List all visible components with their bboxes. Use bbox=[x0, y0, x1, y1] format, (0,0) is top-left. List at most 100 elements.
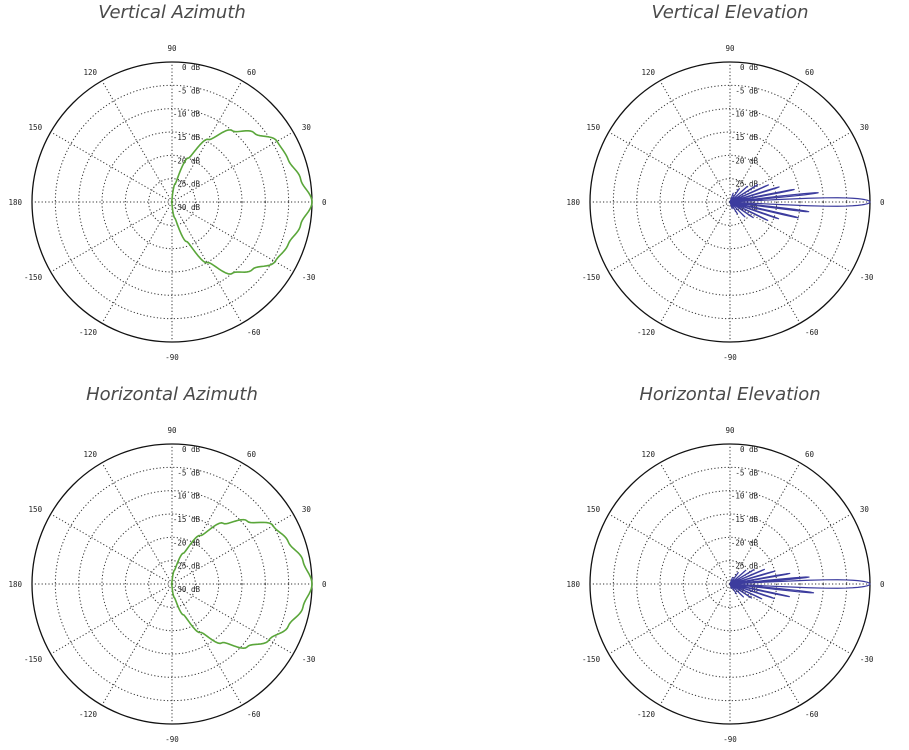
angle-label: -120 bbox=[79, 328, 98, 337]
polar-plot: 90 60 30 0 -30 -60 -90 -120 -150 180 150 120 0 dB -5 … bbox=[8, 426, 327, 744]
angle-label: 0 bbox=[322, 198, 327, 207]
angle-label: 90 bbox=[725, 426, 735, 435]
angle-label: -30 bbox=[860, 273, 874, 282]
grid-ring bbox=[78, 490, 266, 678]
angle-label: 150 bbox=[29, 123, 43, 132]
grid-ring bbox=[124, 154, 220, 250]
angle-label: -90 bbox=[165, 353, 179, 362]
ring-label: -30 dB bbox=[173, 585, 201, 594]
ring-label: -25 dB bbox=[731, 180, 759, 189]
angle-label: 0 bbox=[322, 580, 327, 589]
chart-title: Vertical Azimuth bbox=[98, 2, 246, 23]
radiation-pattern-trace bbox=[729, 568, 871, 600]
ring-label: -15 dB bbox=[731, 133, 759, 142]
grid-spoke bbox=[50, 201, 173, 273]
polar-plot: 90 60 30 0 -30 -60 -90 -120 -150 180 150 120 0 dB -5 … bbox=[8, 44, 327, 362]
angle-label: -90 bbox=[165, 735, 179, 744]
angle-label: 180 bbox=[8, 198, 22, 207]
angle-label: 60 bbox=[247, 68, 257, 77]
angle-label: 60 bbox=[247, 450, 257, 459]
ring-label: -20 dB bbox=[731, 156, 759, 165]
ring-label: 0 dB bbox=[182, 63, 201, 72]
angle-label: -30 bbox=[302, 273, 316, 282]
grid-spoke bbox=[729, 513, 852, 585]
grid-spoke bbox=[729, 201, 852, 273]
grid-spoke bbox=[608, 513, 731, 585]
angle-label: -120 bbox=[637, 328, 656, 337]
angle-label: 120 bbox=[641, 450, 655, 459]
angle-label: 120 bbox=[83, 450, 97, 459]
polar-plot: 90 60 30 0 -30 -60 -90 -120 -150 180 150 120 0 dB -5 … bbox=[566, 426, 885, 744]
grid-spoke bbox=[729, 201, 801, 324]
angle-label: 90 bbox=[167, 44, 177, 53]
grid-spoke bbox=[171, 462, 243, 585]
angle-label: 180 bbox=[566, 198, 580, 207]
ring-label: -30 dB bbox=[173, 203, 201, 212]
grid-ring bbox=[706, 178, 754, 226]
angle-label: -150 bbox=[582, 273, 601, 282]
grid-spoke bbox=[729, 462, 801, 585]
grid-spoke bbox=[50, 131, 173, 203]
angle-label: 30 bbox=[860, 123, 870, 132]
ring-label: 0 dB bbox=[182, 445, 201, 454]
grid-spoke bbox=[101, 201, 173, 324]
chart-title: Vertical Elevation bbox=[651, 2, 809, 23]
angle-label: 0 bbox=[880, 580, 885, 589]
angle-label: 60 bbox=[805, 68, 815, 77]
angle-label: 30 bbox=[302, 123, 312, 132]
chart-vertical-azimuth: Vertical Azimuth 90 60 30 0 -30 -60 -90 -120 -15… bbox=[8, 0, 327, 370]
angle-label: 30 bbox=[860, 505, 870, 514]
angle-label: -60 bbox=[247, 328, 261, 337]
angle-label: -120 bbox=[79, 710, 98, 719]
chart-title: Horizontal Azimuth bbox=[86, 384, 258, 405]
grid-ring bbox=[706, 560, 754, 608]
radiation-pattern-trace bbox=[729, 184, 871, 222]
ring-label: -10 dB bbox=[731, 110, 759, 119]
grid-spoke bbox=[729, 583, 801, 706]
grid-ring bbox=[124, 536, 220, 632]
grid-spoke bbox=[659, 583, 731, 706]
grid-spoke bbox=[608, 131, 731, 203]
angle-label: -90 bbox=[723, 353, 737, 362]
grid-ring bbox=[636, 108, 824, 296]
ring-label: -25 dB bbox=[173, 180, 201, 189]
grid-spoke bbox=[729, 80, 801, 203]
grid-spoke bbox=[101, 80, 173, 203]
angle-label: -90 bbox=[723, 735, 737, 744]
angle-label: -60 bbox=[805, 328, 819, 337]
grid-ring bbox=[659, 513, 801, 655]
angle-label: 120 bbox=[83, 68, 97, 77]
grid-spoke bbox=[729, 131, 852, 203]
grid-spoke bbox=[171, 513, 294, 585]
angle-label: -60 bbox=[247, 710, 261, 719]
ring-label: -25 dB bbox=[731, 562, 759, 571]
angle-label: -30 bbox=[860, 655, 874, 664]
grid-ring bbox=[682, 536, 778, 632]
angle-label: -30 bbox=[302, 655, 316, 664]
radiation-pattern-trace bbox=[171, 129, 313, 275]
grid-spoke bbox=[171, 131, 294, 203]
ring-label: -10 dB bbox=[731, 492, 759, 501]
angle-label: 60 bbox=[805, 450, 815, 459]
grid-ring bbox=[682, 154, 778, 250]
grid-ring bbox=[101, 131, 243, 273]
chart-title: Horizontal Elevation bbox=[639, 384, 821, 405]
grid-ring bbox=[659, 131, 801, 273]
radiation-pattern-trace bbox=[171, 518, 313, 650]
angle-label: 0 bbox=[880, 198, 885, 207]
ring-label: -15 dB bbox=[173, 133, 201, 142]
angle-label: -60 bbox=[805, 710, 819, 719]
grid-spoke bbox=[659, 462, 731, 585]
grid-spoke bbox=[608, 201, 731, 273]
grid-spoke bbox=[171, 201, 294, 273]
ring-label: -5 dB bbox=[735, 468, 758, 477]
angle-label: 90 bbox=[725, 44, 735, 53]
chart-vertical-elevation: Vertical Elevation 90 60 30 0 -30 -60 -90 -120 -… bbox=[566, 0, 885, 370]
grid-spoke bbox=[171, 583, 243, 706]
grid-ring bbox=[148, 560, 196, 608]
ring-label: -5 dB bbox=[177, 86, 200, 95]
ring-label: -5 dB bbox=[177, 468, 200, 477]
angle-label: -150 bbox=[582, 655, 601, 664]
ring-label: 0 dB bbox=[740, 63, 759, 72]
ring-label: -25 dB bbox=[173, 562, 201, 571]
